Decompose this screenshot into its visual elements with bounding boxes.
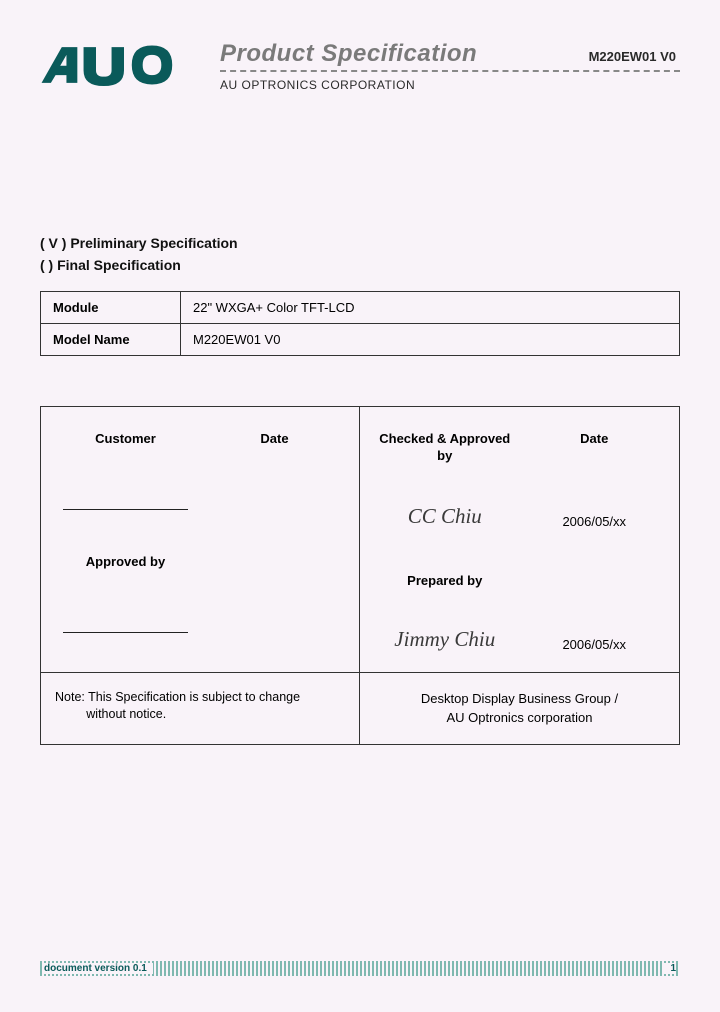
prepared-date: 2006/05/xx — [520, 637, 670, 652]
note-text: Note: This Specification is subject to c… — [41, 673, 360, 744]
module-table: Module 22" WXGA+ Color TFT-LCD Model Nam… — [40, 291, 680, 356]
spec-type-preliminary: ( V ) Preliminary Specification — [40, 232, 680, 254]
table-row: Module 22" WXGA+ Color TFT-LCD — [41, 291, 680, 323]
document-page: Product Specification M220EW01 V0 AU OPT… — [0, 0, 720, 765]
page-number: 1 — [664, 963, 676, 974]
date-header-right: Date — [520, 431, 670, 465]
checked-date: 2006/05/xx — [520, 514, 670, 529]
module-label: Module — [41, 291, 181, 323]
spec-type-final: ( ) Final Specification — [40, 254, 680, 276]
table-row: Model Name M220EW01 V0 — [41, 323, 680, 355]
title-line: Product Specification M220EW01 V0 — [220, 40, 680, 72]
signoff-left-col: Customer Date Approved by — [41, 407, 360, 672]
doc-version: document version 0.1 — [44, 963, 153, 974]
prepared-signature: Jimmy Chiu — [370, 627, 520, 652]
customer-header: Customer — [51, 431, 200, 446]
model-name-value: M220EW01 V0 — [181, 323, 680, 355]
company-name: AU OPTRONICS CORPORATION — [220, 78, 680, 92]
checked-signature: CC Chiu — [370, 504, 520, 529]
header: Product Specification M220EW01 V0 AU OPT… — [40, 40, 680, 92]
approved-by-header: Approved by — [51, 554, 200, 569]
footer-bar: document version 0.1 1 — [40, 961, 680, 976]
auo-logo — [40, 44, 180, 91]
module-value: 22" WXGA+ Color TFT-LCD — [181, 291, 680, 323]
approved-signature-line — [63, 611, 188, 633]
spec-type-block: ( V ) Preliminary Specification ( ) Fina… — [40, 232, 680, 277]
signoff-box: Customer Date Approved by Ch — [40, 406, 680, 745]
date-header: Date — [200, 431, 349, 446]
note-row: Note: This Specification is subject to c… — [41, 672, 679, 744]
prepared-by-header: Prepared by — [370, 573, 520, 588]
business-group: Desktop Display Business Group / AU Optr… — [360, 673, 679, 744]
signoff-right-col: Checked & Approved by Date CC Chiu 2006/… — [360, 407, 679, 672]
signoff-top: Customer Date Approved by Ch — [41, 407, 679, 672]
customer-signature-line — [63, 488, 188, 510]
model-code: M220EW01 V0 — [589, 49, 680, 64]
header-text: Product Specification M220EW01 V0 AU OPT… — [220, 40, 680, 92]
checked-approved-header: Checked & Approved by — [370, 431, 520, 465]
doc-title: Product Specification — [220, 40, 477, 68]
model-name-label: Model Name — [41, 323, 181, 355]
